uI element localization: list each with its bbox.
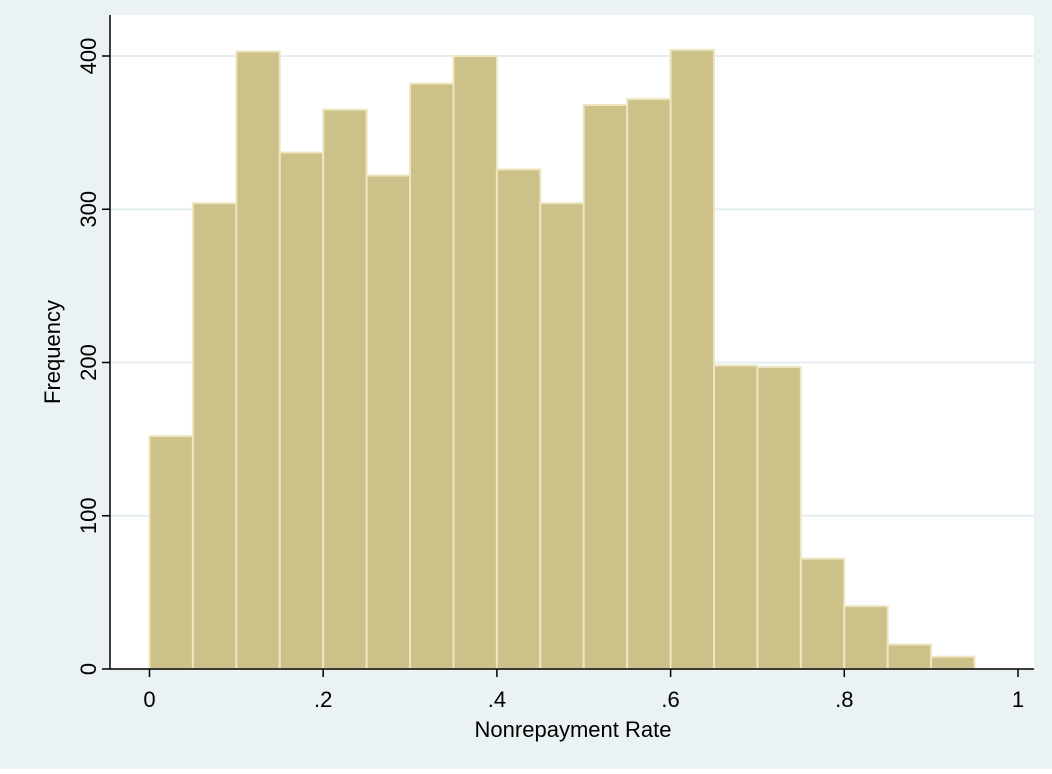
x-tick-label-1: 1: [1012, 687, 1024, 712]
axes: [109, 15, 1034, 670]
histogram-bar-4: [278, 151, 325, 671]
y-tick-label-300: 300: [76, 191, 101, 228]
histogram-bar-2: [191, 202, 238, 670]
x-tick-label-.8: .8: [835, 687, 853, 712]
histogram-bar-18: [886, 643, 933, 670]
histogram-bar-17: [843, 605, 889, 670]
x-axis-ticks: 0 .2 .4 .6 .8 1: [143, 669, 1024, 712]
histogram-bar-8: [452, 55, 498, 670]
y-axis-title: Frequency: [40, 300, 65, 404]
histogram-bar-14: [713, 364, 759, 670]
histogram-bar-5: [322, 108, 368, 670]
histogram-bar-10: [539, 202, 585, 670]
histogram-bar-1: [148, 435, 194, 670]
histogram-bar-16: [799, 557, 846, 670]
y-tick-label-0: 0: [76, 663, 101, 675]
x-tick-label-.2: .2: [314, 687, 332, 712]
histogram-bar-6: [365, 174, 412, 670]
histogram-bar-7: [409, 82, 455, 670]
histogram-bar-15: [756, 366, 802, 670]
x-axis-title: Nonrepayment Rate: [475, 717, 672, 742]
y-axis-ticks: 0 100 200 300 400: [76, 38, 110, 675]
histogram-bar-19: [930, 655, 976, 670]
y-tick-label-400: 400: [76, 38, 101, 75]
y-tick-label-200: 200: [76, 344, 101, 381]
x-tick-label-.6: .6: [661, 687, 679, 712]
histogram-bar-9: [495, 168, 542, 670]
histogram-bar-3: [235, 50, 281, 670]
histogram-bar-11: [582, 104, 629, 671]
histogram-bar-13: [669, 48, 716, 671]
y-tick-label-100: 100: [76, 497, 101, 534]
histogram-bar-12: [626, 97, 672, 671]
x-tick-label-.4: .4: [488, 687, 506, 712]
x-tick-label-0: 0: [143, 687, 155, 712]
